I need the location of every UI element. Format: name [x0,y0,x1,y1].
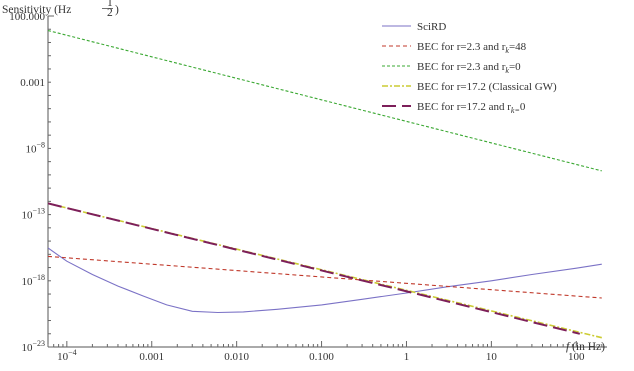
x-axis-title-rest: (in Hz) [569,341,605,353]
x-ticks: 10−4 0.001 0.010 0.100 1 10 100 [47,341,603,363]
legend-label-1: BEC for r=2.3 and rk=48 [417,41,527,55]
y-tick-label: 100.000 [9,11,45,23]
y-tick-label: 10−13 [21,207,45,222]
x-tick-label: 0.100 [309,351,334,363]
series-line-4 [48,202,581,335]
legend: SciRD BEC for r=2.3 and rk=48 BEC for r=2.… [382,21,557,115]
y-ticks: 100.000 0.001 10−8 10−13 10−18 10−23 [9,11,54,354]
legend-label-0: SciRD [417,21,446,33]
y-tick-label: 10−23 [21,339,45,354]
y-axis-title-exp-num: 1 [107,0,113,9]
y-tick-label: 0.001 [20,77,45,89]
y-axis-title: Sensitivity (Hz 1 2 ) [2,0,119,19]
legend-label-4: BEC for r=17.2 and rk=0 [417,101,526,115]
y-axis-title-close: ) [115,4,119,16]
legend-label-3: BEC for r=17.2 (Classical GW) [417,81,557,93]
x-tick-label: 10−4 [57,348,77,363]
legend-label-2: BEC for r=2.3 and rk=0 [417,61,521,75]
series-line-0 [48,247,602,314]
y-tick-label: 10−18 [21,273,45,288]
x-tick-label: 0.001 [139,351,164,363]
svg-text:Sensitivity (Hz: Sensitivity (Hz [2,4,71,16]
y-tick-label: 10−8 [25,140,45,155]
series-line-1 [48,255,602,299]
x-axis-title-f: f [566,341,571,353]
x-tick-label: 1 [404,351,410,363]
y-axis-title-exp-den: 2 [107,7,113,19]
series-line-2 [48,29,602,172]
x-axis-title: f (in Hz) [566,341,605,353]
x-tick-label: 0.010 [224,351,249,363]
y-axis-title-text: Sensitivity (Hz [2,4,71,16]
x-tick-label: 10 [486,351,498,363]
x-tick-label: 100 [568,351,585,363]
plot-area: 10−4 0.001 0.010 0.100 1 10 100 100.0000.00110… [9,11,607,363]
series-lines [48,29,602,339]
